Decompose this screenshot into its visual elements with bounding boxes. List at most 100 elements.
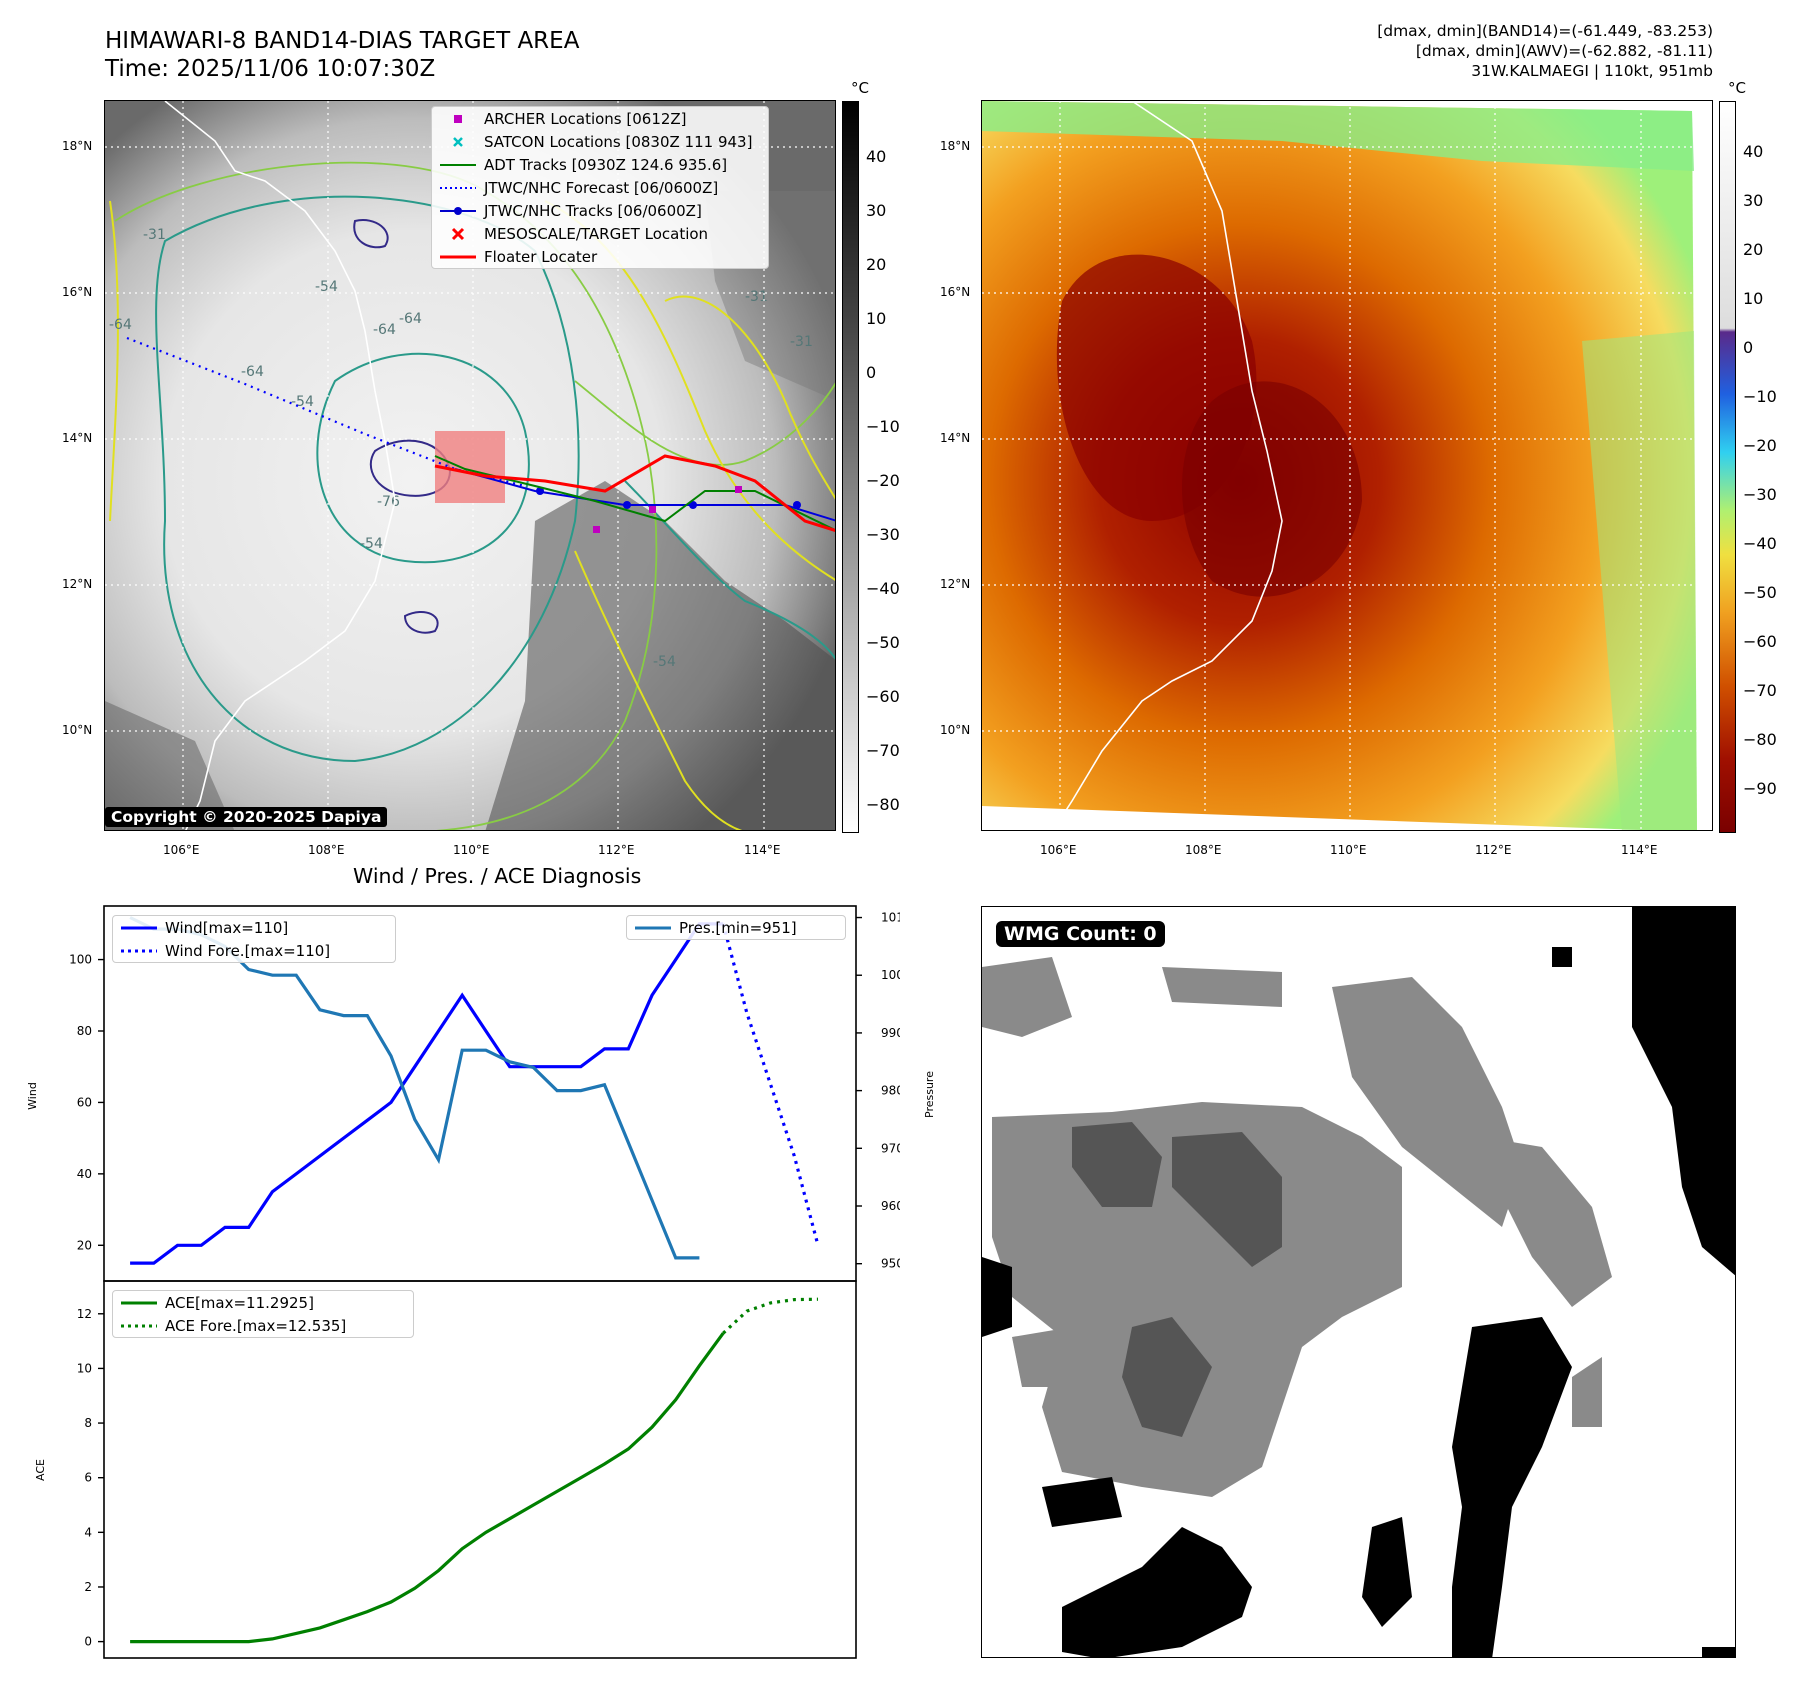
- colorbar-left-ticks: 40 30 20 10 0 −10 −20 −30 −40 −50 −60 −7…: [866, 147, 900, 814]
- lon-label: 108°E: [1185, 843, 1222, 857]
- wmg-panel: [981, 906, 1736, 1658]
- ace-tick-label: 12: [77, 1307, 92, 1321]
- legend-jtwc-tracks: JTWC/NHC Tracks [06/0600Z]: [484, 201, 702, 220]
- ace-ticks: 12 10 8 6 4 2 0: [77, 1307, 104, 1649]
- copyright-badge: Copyright © 2020-2025 Dapiya: [105, 807, 388, 827]
- svg-text:-64: -64: [109, 317, 132, 333]
- info-storm: 31W.KALMAEGI | 110kt, 951mb: [1471, 62, 1713, 80]
- svg-text:-54: -54: [291, 394, 314, 410]
- lon-label: 110°E: [453, 843, 490, 857]
- colorbar-right: [1719, 101, 1736, 833]
- ace-line: [130, 1332, 725, 1644]
- svg-text:-31: -31: [143, 227, 166, 243]
- wind-axis-label: Wind: [26, 1082, 39, 1110]
- legend-adt: ADT Tracks [0930Z 124.6 935.6]: [484, 155, 728, 174]
- lon-label: 112°E: [598, 843, 635, 857]
- legend-ace-fore: ACE Fore.[max=12.535]: [165, 1316, 347, 1335]
- chart-time: Time: 2025/11/06 10:07:30Z: [105, 56, 436, 82]
- wind-tick-label: 100: [69, 953, 92, 967]
- lat-label: 10°N: [62, 723, 93, 737]
- legend-pres: Pres.[min=951]: [679, 918, 797, 937]
- chart-title: HIMAWARI-8 BAND14-DIAS TARGET AREA: [105, 28, 580, 54]
- pressure-tick-label: 950: [881, 1257, 900, 1271]
- ir-map-panel: -64 -64 -64 -54 -54 -76 -64 -54 -54 -31 …: [104, 100, 836, 831]
- lat-label: 12°N: [940, 577, 971, 591]
- pressure-tick-label: 980: [881, 1084, 900, 1098]
- lat-label: 18°N: [940, 139, 971, 153]
- lat-label: 18°N: [62, 139, 93, 153]
- wind-line: [130, 922, 724, 1265]
- legend-mesoscale: MESOSCALE/TARGET Location: [484, 224, 709, 243]
- ace-forecast-line: [722, 1297, 819, 1335]
- legend-wind: Wind[max=110]: [165, 918, 289, 937]
- legend-jtwc-forecast: JTWC/NHC Forecast [06/0600Z]: [484, 178, 719, 197]
- pressure-legend: Pres.[min=951]: [626, 915, 846, 940]
- svg-text:-76: -76: [377, 494, 400, 510]
- wind-tick-label: 20: [77, 1238, 92, 1252]
- svg-text:-64: -64: [399, 311, 422, 327]
- ace-axis-label: ACE: [34, 1459, 47, 1481]
- colorbar-left: [842, 101, 859, 833]
- ace-tick-label: 0: [84, 1635, 92, 1649]
- pressure-tick-label: 1000: [881, 968, 900, 982]
- svg-text:-64: -64: [373, 322, 396, 338]
- colorbar-unit-right: °C: [1728, 79, 1746, 97]
- svg-text:-31: -31: [790, 334, 813, 350]
- ace-tick-label: 8: [84, 1416, 92, 1430]
- lon-label: 114°E: [744, 843, 781, 857]
- legend-satcon: SATCON Locations [0830Z 111 943]: [484, 132, 753, 151]
- coastline: [164, 101, 396, 830]
- lat-label: 16°N: [940, 285, 971, 299]
- info-band14: [dmax, dmin](BAND14)=(-61.449, -83.253): [1377, 22, 1713, 40]
- wmg-image: [982, 907, 1735, 1657]
- wind-tick-label: 60: [77, 1095, 92, 1109]
- lon-label: 112°E: [1475, 843, 1512, 857]
- pressure-line: [129, 916, 700, 1260]
- info-awv: [dmax, dmin](AWV)=(-62.882, -81.11): [1415, 42, 1713, 60]
- wind-legend: Wind[max=110] Wind Fore.[max=110]: [112, 915, 396, 963]
- colorbar-unit-left: °C: [851, 79, 869, 97]
- wind-tick-label: 80: [77, 1024, 92, 1038]
- wmg-count-badge: WMG Count: 0: [996, 921, 1165, 947]
- jtwc-track: [454, 468, 835, 522]
- svg-text:-54: -54: [360, 536, 383, 552]
- pressure-axis-label-visible: Pressure: [923, 1071, 936, 1118]
- ace-legend: ACE[max=11.2925] ACE Fore.[max=12.535]: [112, 1290, 414, 1338]
- adt-track: [434, 455, 835, 532]
- diag-title: Wind / Pres. / ACE Diagnosis: [353, 864, 642, 888]
- wind-tick-label: 40: [77, 1167, 92, 1181]
- legend-ace: ACE[max=11.2925]: [165, 1293, 314, 1312]
- gridlines: [982, 101, 1712, 830]
- lat-label: 16°N: [62, 285, 93, 299]
- lat-label: 12°N: [62, 577, 93, 591]
- coastline: [1052, 101, 1283, 830]
- legend-wind-fore: Wind Fore.[max=110]: [165, 941, 331, 960]
- lat-label: 14°N: [62, 431, 93, 445]
- awv-map-image: [982, 101, 1712, 830]
- lat-label: 14°N: [940, 431, 971, 445]
- ace-tick-label: 2: [84, 1580, 92, 1594]
- svg-text:-31: -31: [745, 289, 768, 305]
- svg-text:-64: -64: [241, 364, 264, 380]
- svg-text:-54: -54: [315, 279, 338, 295]
- floater-locater: [434, 454, 835, 532]
- lat-label: 10°N: [940, 723, 971, 737]
- ace-axes: [103, 1280, 857, 1659]
- colorbar-right-ticks: 40 30 20 10 0 −10 −20 −30 −40 −50 −60 −7…: [1743, 142, 1777, 798]
- svg-text:-54: -54: [653, 654, 676, 670]
- map-legend: ARCHER Locations [0612Z] SATCON Location…: [431, 106, 769, 269]
- lon-label: 108°E: [308, 843, 345, 857]
- legend-archer: ARCHER Locations [0612Z]: [484, 109, 687, 128]
- jtwc-forecast-track: [126, 336, 526, 488]
- wind-forecast-line: [721, 923, 820, 1246]
- lon-label: 110°E: [1330, 843, 1367, 857]
- pressure-tick-label: 990: [881, 1026, 900, 1040]
- lon-label: 106°E: [163, 843, 200, 857]
- ace-tick-label: 4: [84, 1525, 92, 1539]
- awv-map-panel: [981, 100, 1713, 831]
- lon-label: 114°E: [1621, 843, 1658, 857]
- ace-tick-label: 10: [77, 1361, 92, 1375]
